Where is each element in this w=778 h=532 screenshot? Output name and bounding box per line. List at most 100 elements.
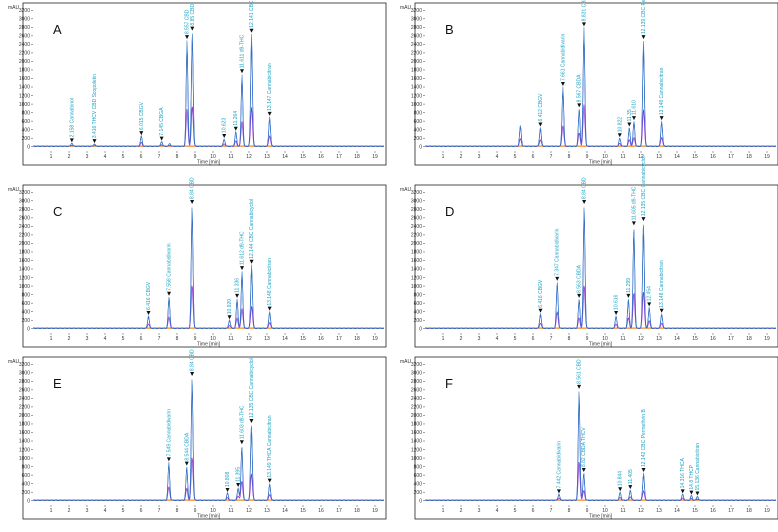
- panel-letter: B: [445, 22, 454, 37]
- x-tick-label: 18: [746, 154, 752, 160]
- peak-marker: [240, 266, 245, 271]
- peak-marker: [538, 122, 543, 127]
- peak-marker: [581, 22, 586, 27]
- y-tick-label: 1200: [411, 93, 422, 99]
- peak-marker: [239, 440, 244, 445]
- peak-label: 13.148 Cannabicitran: [659, 67, 665, 115]
- peak-label: 12.142 CBC Permethrin B: [641, 409, 647, 467]
- y-tick-label: 3000: [19, 370, 30, 376]
- peak-label: 6.015 CBGV: [139, 101, 145, 130]
- y-tick-label: 1200: [411, 275, 422, 281]
- peak-label: 12.135 CBC Cannabicyclol: [641, 156, 647, 216]
- x-tick-label: 8: [176, 154, 179, 160]
- y-tick-label: 3200: [411, 362, 422, 368]
- peak-marker: [626, 293, 631, 298]
- peak-marker: [614, 310, 619, 315]
- y-tick-label: 1200: [19, 93, 30, 99]
- x-tick-label: 19: [372, 336, 378, 342]
- x-tick-label: 13: [656, 336, 662, 342]
- x-axis-title: Time [min]: [589, 160, 613, 166]
- x-tick-label: 15: [692, 154, 698, 160]
- x-axis-title: Time [min]: [197, 514, 221, 520]
- chart-panel-b: 0 200 400 600 800 1000 1200 1400 1600 1800 2000 220…: [400, 0, 778, 166]
- peak-marker: [235, 293, 240, 298]
- x-tick-label: 6: [532, 336, 535, 342]
- y-tick-label: 1000: [411, 284, 422, 290]
- x-tick-label: 15: [300, 508, 306, 514]
- peak-marker: [556, 489, 561, 494]
- y-tick-label: 0: [419, 498, 422, 504]
- x-tick-label: 3: [478, 154, 481, 160]
- peak-marker: [236, 482, 241, 487]
- panel-letter: F: [445, 376, 453, 391]
- peak-marker: [631, 221, 636, 226]
- x-tick-label: 6: [140, 508, 143, 514]
- peak-marker: [233, 126, 238, 131]
- x-tick-label: 17: [728, 508, 734, 514]
- x-tick-label: 16: [318, 508, 324, 514]
- y-tick-label: 3000: [19, 198, 30, 204]
- peak-marker: [159, 136, 164, 141]
- y-tick-label: 0: [419, 144, 422, 150]
- x-tick-label: 7: [158, 154, 161, 160]
- x-tick-label: 4: [104, 154, 107, 160]
- y-tick-label: 1000: [19, 456, 30, 462]
- peak-marker: [222, 134, 227, 139]
- peak-label: 14.316 THCA: [680, 457, 686, 488]
- peak-label: 7.347 Cannabidivarin: [555, 228, 561, 275]
- y-tick-label: 1800: [411, 422, 422, 428]
- peak-label: 14.8 THCP: [689, 464, 695, 489]
- x-tick-label: 12: [638, 154, 644, 160]
- y-tick-label: 200: [22, 490, 31, 496]
- y-tick-label: 1800: [19, 250, 30, 256]
- panel-frame: [22, 2, 387, 166]
- x-tick-label: 10: [602, 154, 608, 160]
- x-axis-title: Time [min]: [197, 160, 221, 166]
- x-axis-title: Time [min]: [197, 342, 221, 348]
- y-tick-label: 2000: [411, 413, 422, 419]
- y-tick-label: 800: [414, 110, 423, 116]
- x-tick-label: 2: [460, 508, 463, 514]
- y-tick-label: 1200: [411, 447, 422, 453]
- x-tick-label: 15: [692, 508, 698, 514]
- peak-marker: [267, 111, 272, 116]
- series-trace-1: [32, 33, 385, 147]
- x-tick-label: 9: [586, 508, 589, 514]
- peak-marker: [538, 308, 543, 313]
- peak-label: 13.148 Cannabicitran: [267, 258, 273, 306]
- y-tick-label: 2400: [19, 224, 30, 230]
- x-tick-label: 1: [442, 336, 445, 342]
- x-tick-label: 14: [282, 336, 288, 342]
- peak-marker: [239, 69, 244, 74]
- x-tick-label: 5: [514, 154, 517, 160]
- y-tick-label: 2000: [411, 241, 422, 247]
- series-trace-1: [32, 207, 385, 329]
- x-tick-label: 9: [194, 154, 197, 160]
- x-tick-label: 19: [372, 508, 378, 514]
- peak-label: 8.561 CBD: [577, 359, 583, 384]
- peak-marker: [581, 468, 586, 473]
- x-tick-label: 9: [586, 154, 589, 160]
- y-tick-label: 2800: [19, 379, 30, 385]
- y-tick-label: 2000: [19, 413, 30, 419]
- x-tick-label: 2: [68, 336, 71, 342]
- panel-frame: [414, 356, 778, 520]
- x-tick-label: 4: [496, 154, 499, 160]
- x-tick-label: 19: [764, 154, 770, 160]
- y-tick-label: 3200: [19, 362, 30, 368]
- y-tick-label: 400: [22, 309, 31, 315]
- x-tick-label: 3: [86, 154, 89, 160]
- y-tick-label: 0: [27, 498, 30, 504]
- x-tick-label: 5: [122, 336, 125, 342]
- peak-marker: [190, 200, 195, 205]
- peak-label: 3.416 THCV CBD Scopoletin: [92, 74, 98, 138]
- peak-marker: [560, 82, 565, 87]
- x-tick-label: 14: [282, 154, 288, 160]
- peak-label: 11.603 d9-THC: [239, 405, 245, 439]
- peak-label: 11.35: [627, 109, 633, 121]
- x-tick-label: 8: [568, 336, 571, 342]
- y-tick-label: 1400: [411, 439, 422, 445]
- peak-label: 11.611 d9-THC: [239, 34, 245, 68]
- y-tick-label: 2800: [411, 379, 422, 385]
- peak-label: 13.147 Cannabicitran: [267, 63, 273, 111]
